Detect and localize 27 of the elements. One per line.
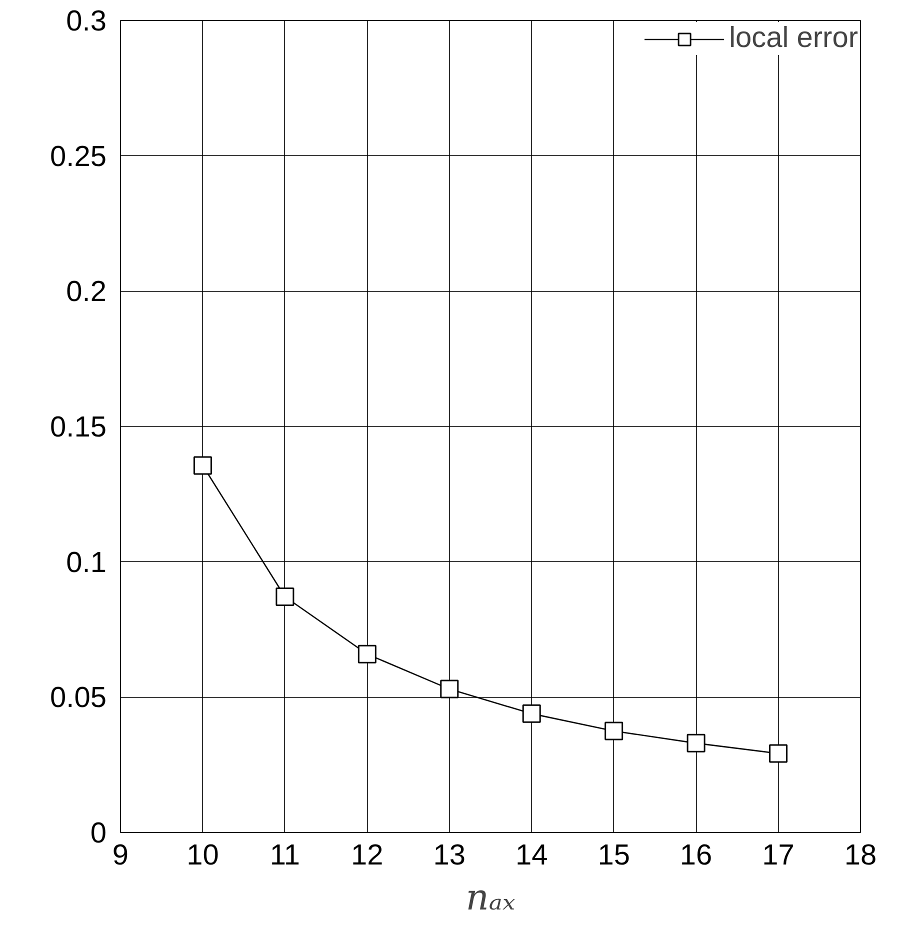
x-tick-label: 14 (515, 840, 548, 872)
point (522, 704, 541, 723)
y-tick-label: 0.15 (50, 412, 107, 444)
point (686, 734, 706, 752)
x-tick-label: 17 (762, 840, 794, 872)
x-tick-label: 18 (844, 840, 877, 872)
x-axis-title: nₐₓ (466, 878, 516, 918)
y-tick-label: 0 (90, 818, 107, 850)
x-tick-label: 12 (351, 840, 384, 872)
x-tick-label: 10 (186, 840, 219, 872)
point (193, 456, 212, 475)
point (769, 744, 788, 763)
legend-label: local error (729, 22, 858, 55)
x-tick-label: 13 (433, 840, 466, 872)
x-tick-label: 9 (112, 840, 129, 872)
x-tick-label: 16 (680, 840, 712, 872)
point (440, 680, 459, 698)
y-tick-label: 0.2 (66, 276, 107, 308)
point (604, 722, 624, 740)
y-tick-label: 0.1 (66, 546, 107, 579)
point (276, 588, 294, 606)
y-tick-label: 0.25 (50, 140, 107, 173)
y-tick-label: 0.3 (66, 6, 107, 38)
x-tick-label: 11 (270, 840, 300, 872)
point (358, 644, 376, 664)
y-tick-label: 0.05 (50, 682, 107, 714)
x-tick-label: 15 (598, 840, 630, 872)
